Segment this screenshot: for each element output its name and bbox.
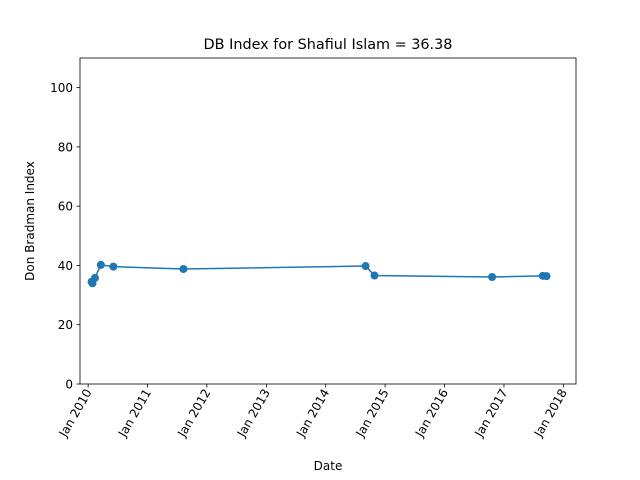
data-point <box>361 262 370 271</box>
data-point <box>96 260 105 269</box>
data-point <box>488 273 497 282</box>
data-point <box>542 272 551 281</box>
y-tick-label: 60 <box>58 200 73 214</box>
chart-title: DB Index for Shafiul Islam = 36.38 <box>204 37 453 53</box>
y-tick-label: 40 <box>58 259 73 273</box>
x-axis-label: Date <box>314 459 343 473</box>
data-point <box>90 273 99 282</box>
y-tick-label: 20 <box>58 318 73 332</box>
y-axis-label: Don Bradman Index <box>23 161 37 281</box>
y-tick-label: 0 <box>65 378 73 392</box>
data-point <box>370 271 379 280</box>
plot-frame <box>79 57 577 385</box>
y-axis: 0 20 40 60 80 100 <box>50 81 80 392</box>
y-tick-label: 80 <box>58 140 73 154</box>
y-tick-label: 100 <box>50 81 73 95</box>
data-point <box>109 262 118 271</box>
plot-area <box>87 260 551 288</box>
data-point <box>179 265 188 274</box>
